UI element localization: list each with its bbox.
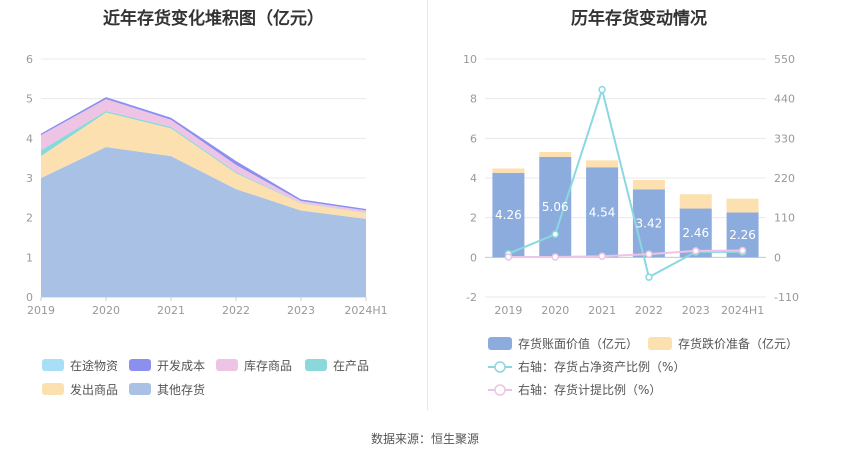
line-provision-ratio <box>508 249 743 258</box>
line-point <box>738 246 747 255</box>
legend-swatch <box>129 359 151 371</box>
line-point <box>645 250 653 258</box>
y-tick-label: 4 <box>470 172 477 185</box>
line-point <box>645 273 653 281</box>
right-chart-title: 历年存货变动情况 <box>571 9 707 29</box>
bar-impairment-reserve <box>492 168 525 173</box>
inventory-bar-line-chart: -2 0 2 4 6 8 10 -110 0 110 220 330 440 550 2019 2020 202… <box>463 53 799 397</box>
x-tick-label: 2020 <box>92 304 120 317</box>
legend-swatch <box>42 383 64 395</box>
y-tick-label: 5 <box>26 93 33 106</box>
legend-label: 发出商品 <box>70 382 118 397</box>
bar-data-label: 4.26 <box>495 208 522 222</box>
line-point <box>598 85 606 94</box>
y2-tick-label: 550 <box>774 53 795 66</box>
bar-data-label: 2.26 <box>729 228 756 242</box>
x-tick-label: 2024H1 <box>344 304 387 317</box>
y-tick-label: 0 <box>26 291 33 304</box>
left-chart-title: 近年存货变化堆积图（亿元） <box>103 9 324 29</box>
legend-label: 右轴：存货占净资产比例（%） <box>518 359 685 374</box>
bar-data-label: 5.06 <box>542 200 569 214</box>
legend-swatch <box>216 359 238 371</box>
y-tick-label: 6 <box>26 53 33 66</box>
bar-data-label: 4.54 <box>589 205 616 219</box>
legend-swatch <box>42 359 64 371</box>
bar-book-value <box>586 167 619 258</box>
y2-tick-label: 330 <box>774 132 795 145</box>
legend-swatch <box>305 359 327 371</box>
legend-label: 其他存货 <box>157 382 205 397</box>
y-tick-label: 6 <box>470 132 477 145</box>
legend-label: 存货账面价值（亿元） <box>518 336 638 351</box>
x-tick-label: 2024H1 <box>721 304 764 317</box>
bar-data-label: 2.46 <box>682 226 709 240</box>
legend-label: 存货跌价准备（亿元） <box>678 336 798 351</box>
legend-label: 在产品 <box>333 359 369 373</box>
data-source: 数据来源：恒生聚源 <box>370 432 479 446</box>
x-tick-label: 2023 <box>287 304 315 317</box>
legend-label: 库存商品 <box>244 358 292 373</box>
x-tick-label: 2022 <box>635 304 663 317</box>
bar-impairment-reserve <box>632 179 665 190</box>
y-tick-label: 3 <box>26 172 33 185</box>
y-tick-label: -2 <box>466 291 477 304</box>
legend-swatch <box>488 337 512 350</box>
legend-label: 右轴：存货计提比例（%） <box>518 382 661 397</box>
area-发出商品 <box>41 112 366 219</box>
x-tick-label: 2023 <box>682 304 710 317</box>
y-tick-label: 1 <box>26 251 33 264</box>
line-point <box>551 253 559 261</box>
legend-marker <box>494 384 506 396</box>
line-point <box>692 247 700 255</box>
line-point <box>504 253 513 261</box>
x-tick-label: 2020 <box>541 304 569 317</box>
y-tick-label: 2 <box>470 212 477 225</box>
legend-label: 在途物资 <box>70 358 118 373</box>
x-tick-label: 2019 <box>27 304 55 317</box>
y2-tick-label: -110 <box>774 291 799 304</box>
legend-label: 开发成本 <box>157 358 205 373</box>
line-inventory-ratio <box>508 86 743 279</box>
bar-book-value <box>539 156 572 258</box>
x-tick-label: 2022 <box>222 304 250 317</box>
bar-book-value <box>632 189 665 258</box>
y-tick-label: 0 <box>470 251 477 264</box>
y2-tick-label: 220 <box>774 172 795 185</box>
y-tick-label: 10 <box>463 53 477 66</box>
y-tick-label: 2 <box>26 212 33 225</box>
area-其他存货 <box>41 147 366 297</box>
legend-swatch <box>648 337 672 350</box>
x-tick-label: 2019 <box>494 304 522 317</box>
line-point <box>551 230 559 239</box>
bar-impairment-reserve <box>586 160 619 168</box>
chart-divider <box>427 0 428 410</box>
stacked-area-chart: 0 1 2 3 4 5 6 2019 2020 2021 2022 2023 2024H1 在途物资 开发成… <box>26 53 388 397</box>
y2-tick-label: 110 <box>774 212 795 225</box>
bar-impairment-reserve <box>539 152 572 157</box>
bar-data-label: 3.42 <box>636 216 663 230</box>
bar-book-value <box>492 172 525 258</box>
bar-impairment-reserve <box>679 194 712 209</box>
x-tick-label: 2021 <box>157 304 185 317</box>
y-tick-label: 8 <box>470 93 477 106</box>
x-tick-label: 2021 <box>588 304 616 317</box>
bar-impairment-reserve <box>726 198 759 213</box>
line-point <box>598 252 606 261</box>
y2-tick-label: 440 <box>774 93 795 106</box>
legend-swatch <box>129 383 151 395</box>
legend-marker <box>494 361 506 373</box>
y-tick-label: 4 <box>26 132 33 145</box>
y2-tick-label: 0 <box>774 251 781 264</box>
